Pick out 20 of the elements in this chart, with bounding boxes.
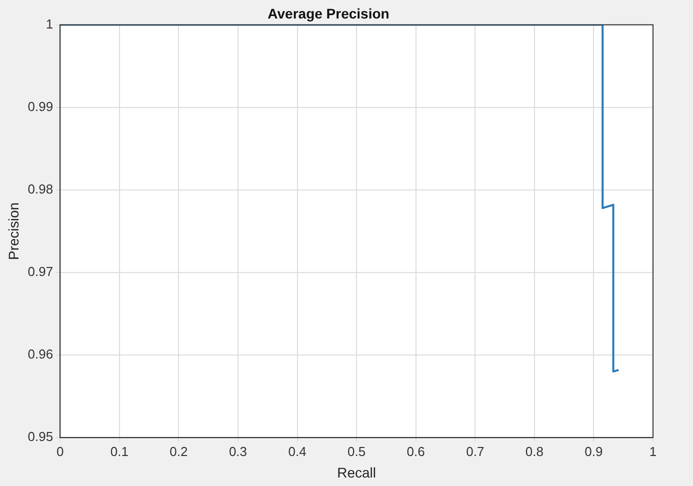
x-tick-label: 0.3 xyxy=(228,444,248,459)
y-tick-label: 0.97 xyxy=(28,264,54,280)
x-axis-title: Recall xyxy=(337,464,376,480)
x-tick-label: 0.1 xyxy=(110,444,128,459)
x-tick-label: 0.6 xyxy=(406,444,425,459)
x-tick-label: 0 xyxy=(56,444,64,459)
x-tick-label: 0.8 xyxy=(525,444,544,459)
y-tick-label: 1 xyxy=(46,16,54,32)
y-tick-label: 0.96 xyxy=(28,346,54,362)
y-axis-title: Precision xyxy=(5,202,22,260)
x-tick-label: 0.5 xyxy=(348,444,366,459)
chart-title: Average Precision xyxy=(268,5,390,22)
y-tick-label: 0.95 xyxy=(28,429,54,444)
x-tick-label: 0.4 xyxy=(288,444,306,459)
x-tick-label: 0.2 xyxy=(170,444,188,459)
y-tick-label: 0.98 xyxy=(28,182,54,196)
y-tick-label: 0.99 xyxy=(28,98,54,114)
x-tick-label: 1 xyxy=(649,444,657,459)
x-tick-label: 0.9 xyxy=(584,444,603,459)
x-tick-label: 0.7 xyxy=(466,444,484,459)
